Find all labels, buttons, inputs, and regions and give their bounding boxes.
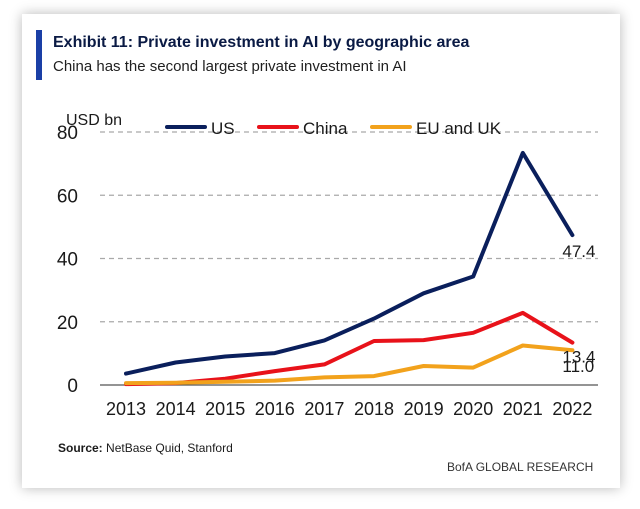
y-tick-label: 40 [57,250,78,271]
accent-bar [36,30,42,80]
data-label-eu-and-uk: 11.0 [562,357,594,376]
x-tick-label: 2015 [205,399,245,419]
series-line-eu-and-uk [124,343,575,386]
series-lines [124,150,575,387]
source-note: Source: NetBase Quid, Stanford [58,441,233,455]
source-text: NetBase Quid, Stanford [106,441,233,455]
data-labels: 47.4 13.411.0 [562,242,595,376]
y-tick-label: 60 [57,186,78,207]
x-tick-label: 2014 [156,399,196,419]
series-line-china [124,310,575,387]
exhibit-card [22,14,620,488]
x-tick-label: 2019 [404,399,444,419]
y-tick-label: 80 [57,123,78,144]
x-tick-label: 2018 [354,399,394,419]
x-tick-label: 2017 [304,399,344,419]
source-label: Source: [58,441,103,455]
data-label-us: 47.4 [562,242,595,261]
x-tick-label: 2021 [503,399,543,419]
x-tick-label: 2016 [255,399,295,419]
grid-lines [100,131,598,386]
legend-label: US [211,119,235,138]
credit-line: BofA GLOBAL RESEARCH [447,460,594,474]
exhibit-title: Exhibit 11: Private investment in AI by … [53,34,470,51]
legend-label: EU and UK [416,119,502,138]
exhibit-subtitle: China has the second largest private inv… [53,58,407,75]
y-tick-label: 20 [57,313,78,334]
data-label-china: 13.4 [562,348,595,367]
series-line-us [124,150,575,376]
y-axis-label: USD bn [66,112,122,129]
legend: US China EU and UK [165,119,502,138]
y-tick-label: 0 [67,376,78,397]
x-tick-label: 2020 [453,399,493,419]
x-tick-label: 2022 [552,399,592,419]
x-tick-label: 2013 [106,399,146,419]
legend-label: China [303,119,348,138]
